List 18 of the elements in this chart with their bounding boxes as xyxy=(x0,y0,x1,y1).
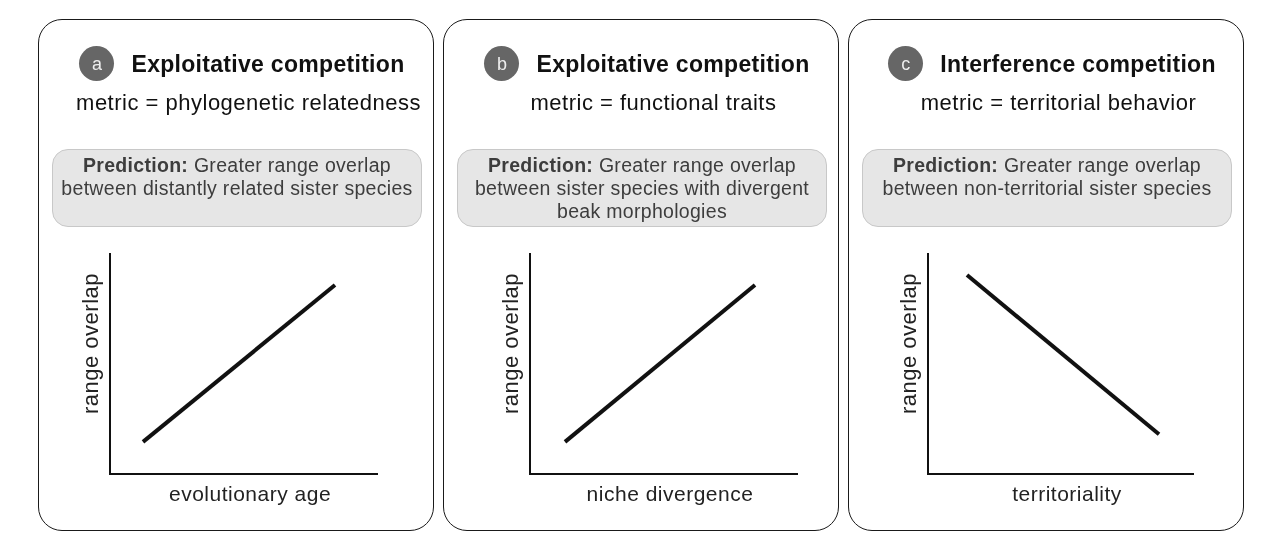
callout-box: Prediction: Greater range overlap between distantly related sister species xyxy=(52,149,422,227)
x-axis-title: territoriality xyxy=(1012,481,1122,505)
chart-subtitle: metric = functional traits xyxy=(530,90,777,116)
chart-subtitle: metric = phylogenetic relatedness xyxy=(76,90,421,116)
y-axis-title: range overlap xyxy=(498,272,524,415)
x-axis-title: evolutionary age xyxy=(168,481,332,505)
x-axis-title: niche divergence xyxy=(586,481,754,505)
chart-title: Interference competition xyxy=(940,49,1216,78)
callout-box: Prediction: Greater range overlap between non-territorial sister species xyxy=(862,149,1232,227)
y-axis-title: range overlap xyxy=(78,272,104,415)
circle-badge: b xyxy=(484,46,520,81)
chart-subtitle: metric = territorial behavior xyxy=(920,90,1197,116)
y-axis-title: range overlap xyxy=(896,272,922,415)
chart-title: Exploitative competition xyxy=(131,49,405,78)
circle-badge: a xyxy=(79,46,115,81)
callout-box: Prediction: Greater range overlap between sister species with divergent beak morphologies xyxy=(457,149,827,227)
circle-badge: c xyxy=(888,46,924,81)
chart-title: Exploitative competition xyxy=(536,49,810,78)
